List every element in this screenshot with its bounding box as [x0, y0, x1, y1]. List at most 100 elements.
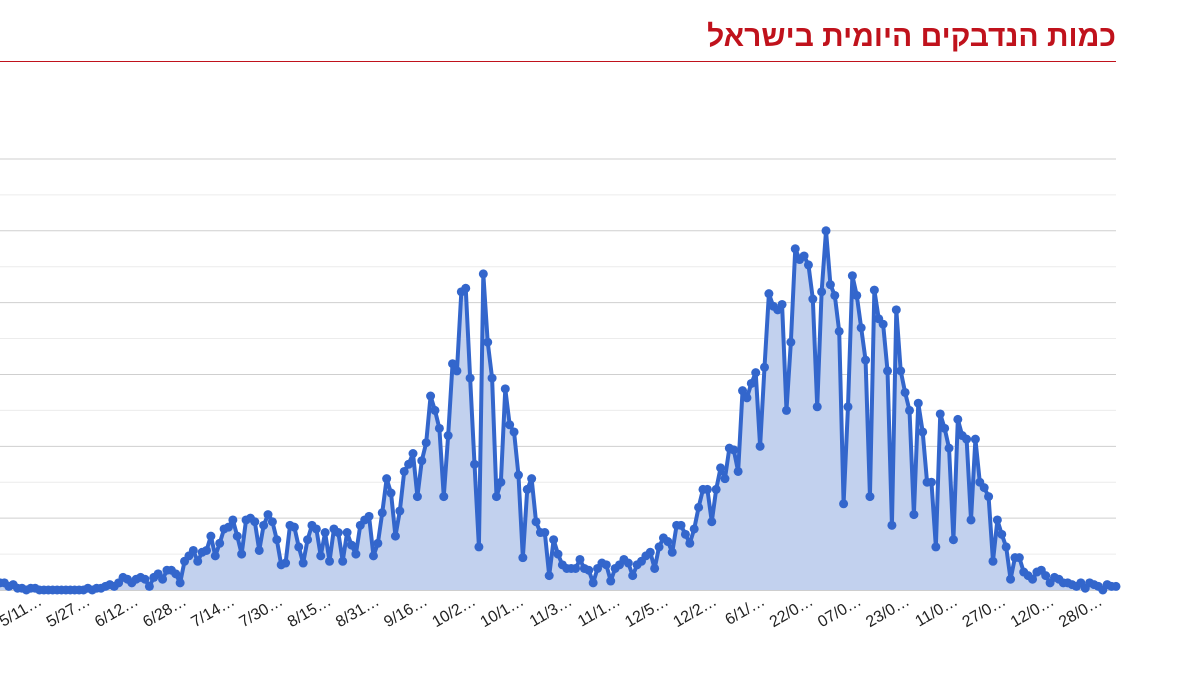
data-point	[500, 384, 510, 394]
data-point	[478, 269, 488, 279]
data-point	[202, 545, 211, 555]
x-tick-label: 11/3…	[527, 593, 575, 631]
data-point	[680, 529, 690, 539]
data-point	[254, 545, 264, 555]
data-point	[540, 528, 550, 538]
data-point	[702, 484, 712, 494]
data-point	[452, 366, 462, 376]
data-point	[584, 565, 594, 575]
data-point	[817, 287, 827, 297]
data-point	[347, 540, 356, 550]
data-point	[1028, 574, 1038, 584]
data-point	[303, 535, 313, 545]
data-point	[667, 547, 677, 557]
x-tick-label: 7/30…	[237, 593, 286, 631]
data-point	[685, 538, 695, 548]
data-point	[474, 542, 484, 552]
data-point	[628, 571, 638, 581]
data-point	[250, 517, 260, 527]
data-point	[338, 556, 348, 566]
data-point	[781, 405, 791, 415]
data-point	[601, 560, 611, 570]
data-point	[909, 510, 919, 520]
data-point	[689, 524, 699, 534]
data-point	[588, 578, 598, 588]
x-tick-label: 6/28…	[140, 593, 189, 631]
data-point	[140, 574, 150, 584]
data-point	[992, 515, 1002, 525]
data-point	[294, 542, 304, 552]
x-tick-label: 28/0…	[1056, 593, 1105, 631]
data-point	[390, 531, 400, 541]
data-point	[808, 294, 818, 304]
data-point	[944, 443, 954, 453]
data-point	[869, 285, 879, 295]
data-point	[803, 260, 813, 270]
data-point	[470, 459, 480, 469]
data-point	[799, 251, 809, 261]
x-tick-label: 7/14…	[188, 593, 237, 631]
data-point	[263, 510, 273, 520]
data-point	[333, 528, 343, 538]
data-point	[861, 355, 871, 365]
data-point	[439, 492, 449, 502]
data-point	[786, 337, 796, 347]
data-point	[404, 459, 414, 469]
x-tick-label: 12/0…	[1008, 593, 1057, 631]
data-point	[918, 427, 928, 437]
data-point	[606, 576, 616, 586]
data-point	[513, 470, 523, 480]
data-point	[843, 402, 853, 412]
x-tick-label: 5/11…	[0, 593, 45, 631]
data-point	[395, 506, 405, 516]
data-point	[483, 337, 493, 347]
data-point	[935, 409, 945, 419]
data-point	[812, 402, 822, 412]
data-point	[926, 477, 936, 487]
data-point	[505, 420, 515, 430]
data-point	[158, 574, 168, 584]
data-point	[232, 531, 242, 541]
data-point	[847, 271, 857, 281]
x-tick-label: 07/0…	[815, 593, 864, 631]
data-point	[716, 463, 726, 473]
data-point	[188, 545, 198, 555]
data-point	[966, 515, 976, 525]
data-point	[465, 373, 475, 383]
data-point	[984, 492, 994, 502]
data-point	[931, 542, 941, 552]
data-point	[733, 466, 743, 476]
data-point	[1014, 553, 1024, 563]
data-point	[905, 405, 914, 415]
data-point	[527, 474, 537, 484]
data-point	[382, 474, 392, 484]
data-point	[865, 492, 875, 502]
data-point	[443, 431, 453, 441]
x-tick-label: 8/15…	[285, 593, 334, 631]
data-point	[1041, 571, 1051, 581]
data-point	[913, 398, 923, 408]
data-point	[821, 226, 831, 236]
chart-title: כמות הנדבקים היומית בישראל	[707, 20, 1116, 53]
x-tick-label: 12/5…	[622, 593, 671, 631]
data-point	[544, 571, 554, 581]
data-point	[421, 438, 431, 448]
data-point	[531, 517, 541, 527]
data-point	[755, 441, 765, 451]
data-point	[883, 366, 893, 376]
data-point	[171, 569, 181, 579]
data-point	[281, 558, 291, 568]
data-point	[694, 502, 704, 512]
x-axis-tick-labels: 5/11…5/27…6/12…6/28…7/14…7/30…8/15…8/31……	[0, 593, 1105, 631]
data-point	[948, 535, 958, 545]
data-point	[711, 484, 721, 494]
x-tick-label: 9/16…	[381, 593, 430, 631]
x-tick-label: 11/1…	[575, 593, 623, 631]
data-point	[487, 373, 497, 383]
data-point	[650, 563, 660, 573]
data-point	[988, 556, 998, 566]
data-point	[448, 359, 458, 369]
data-point	[830, 290, 840, 300]
data-point	[223, 522, 233, 532]
